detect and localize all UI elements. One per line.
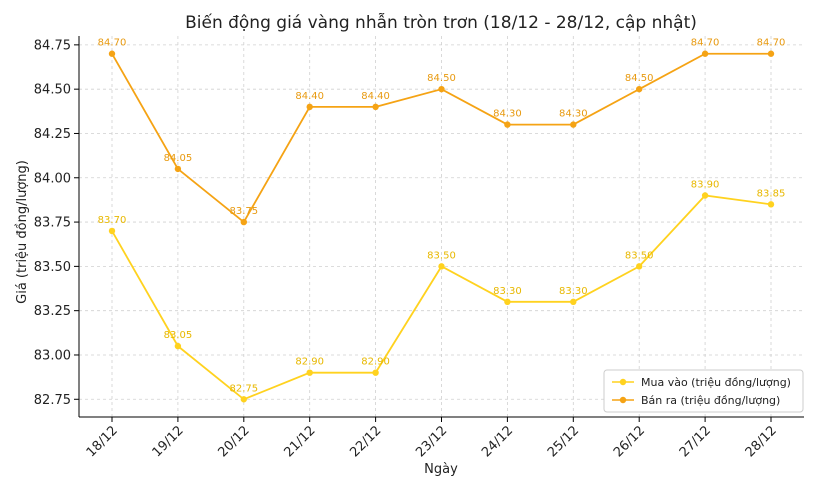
series-point-1 [570,121,577,128]
data-label-1: 84.05 [164,153,193,164]
data-label-1: 84.30 [559,109,588,120]
series-point-1 [174,165,182,173]
x-axis-label: Ngày [424,462,458,477]
series-point-0 [372,369,379,376]
data-label-1: 84.70 [757,38,786,49]
y-tick-label: 84.50 [34,83,71,98]
y-axis-label: Giá (triệu đồng/lượng) [15,160,30,304]
data-label-0: 83.30 [493,286,522,297]
series-point-0 [701,192,709,199]
data-label-0: 83.90 [691,179,720,190]
data-label-1: 84.50 [625,73,654,84]
data-label-0: 83.05 [164,330,193,341]
legend-label-buy: Mua vào (triệu đồng/lượng) [641,376,791,389]
grid [79,36,804,417]
series-point-1 [108,50,116,57]
series-point-1 [701,50,709,57]
x-tick-label: 24/12 [479,423,516,460]
data-label-1: 84.70 [98,38,127,49]
series-point-0 [108,227,116,235]
x-tick-label: 27/12 [677,423,714,460]
data-label-1: 84.40 [295,91,324,102]
series-point-0 [636,263,643,270]
y-tick-label: 84.00 [34,171,71,186]
data-labels: 83.70 83.05 82.75 82.90 82.90 83.50 83.30 83.30… [98,38,786,395]
data-label-1: 84.30 [493,109,522,120]
x-tick-label: 28/12 [743,423,780,460]
series-point-1 [240,218,247,226]
data-label-0: 83.70 [98,215,127,226]
data-label-0: 83.30 [559,286,588,297]
x-tick-label: 25/12 [545,423,582,460]
x-tick-label: 21/12 [281,423,318,460]
y-tick-label: 83.50 [34,260,71,275]
series-point-0 [767,201,775,208]
data-label-0: 83.50 [625,250,654,261]
x-tick-label: 26/12 [611,423,648,460]
series-point-1 [767,50,775,57]
x-tick-label: 20/12 [216,423,253,460]
series-point-0 [306,369,313,376]
series-point-1 [438,85,445,93]
data-label-1: 84.50 [427,73,456,84]
data-label-1: 84.70 [691,38,720,49]
series-point-0 [570,298,577,306]
series-group [108,50,775,403]
x-tick-label: 19/12 [150,423,187,460]
chart-title: Biến động giá vàng nhẫn tròn trơn (18/12… [185,12,697,33]
x-tick-label: 22/12 [347,423,384,460]
y-tick-label: 82.75 [34,393,71,408]
y-tick-label: 83.75 [34,216,71,231]
data-label-0: 82.90 [361,357,390,368]
data-label-0: 82.90 [295,357,324,368]
data-label-1: 83.75 [229,206,258,217]
y-tick-label: 84.75 [34,38,71,53]
data-label-0: 83.50 [427,250,456,261]
x-tick-label: 18/12 [84,423,121,460]
y-tick-label: 84.25 [34,127,71,142]
series-point-0 [438,263,445,270]
x-tick-label: 23/12 [413,423,450,460]
series-point-1 [306,103,313,111]
legend-box [603,369,804,413]
series-point-0 [504,298,511,306]
y-tick-label: 83.25 [34,304,71,319]
legend-marker-sell [619,396,627,404]
legend-marker-buy [619,378,627,386]
series-point-1 [636,85,643,93]
legend: Mua vào (triệu đồng/lượng) Bán ra (triệu… [603,369,804,413]
data-label-0: 82.75 [229,383,258,394]
data-label-1: 84.40 [361,91,390,102]
series-point-1 [372,103,379,111]
series-point-0 [240,396,247,403]
y-tick-label: 83.00 [34,348,71,363]
legend-label-sell: Bán ra (triệu đồng/lượng) [641,394,780,407]
series-point-0 [174,342,182,350]
series-point-1 [504,121,511,128]
data-label-0: 83.85 [757,188,786,199]
